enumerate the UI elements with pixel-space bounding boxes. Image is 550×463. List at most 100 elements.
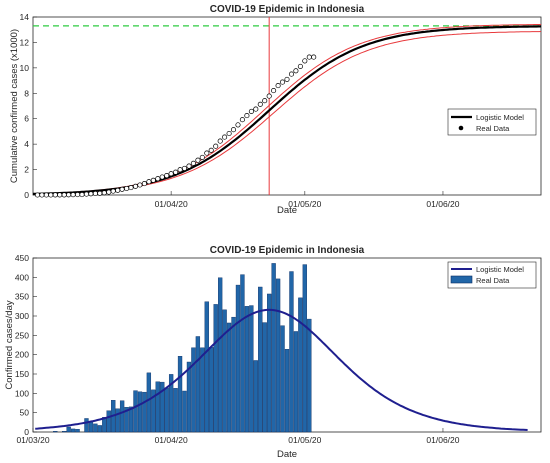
chart1-data-point (137, 182, 143, 188)
chart1-data-point (306, 54, 312, 60)
chart2-ticks: 0 50 100 150 200 250 300 350 400 450 01/03/20 01/04… (15, 253, 460, 445)
chart1-data-point (39, 192, 45, 198)
chart1-ytick-label: 4 (24, 139, 29, 149)
chart2-ytick-label: 300 (15, 311, 29, 321)
chart2-bar (209, 347, 214, 433)
daily-chart: COVID-19 Epidemic in Indonesia Date Conf… (4, 245, 542, 460)
chart1-data-point (248, 108, 254, 114)
chart1-data-point (235, 122, 241, 128)
chart1-legend-data: Real Data (476, 124, 510, 133)
chart1-data-point (168, 171, 174, 177)
chart2-bar (204, 301, 209, 433)
chart1-data-point (208, 147, 214, 153)
chart2-ytick-label: 250 (15, 330, 29, 340)
chart2-bar (231, 316, 236, 433)
chart2-ytick-label: 50 (20, 408, 30, 418)
chart1-marks (32, 17, 542, 198)
chart1-legend-model: Logistic Model (476, 113, 524, 122)
chart1-data-point (141, 181, 147, 187)
chart1-data-point (271, 88, 277, 94)
chart2-bar (124, 407, 129, 433)
chart2-bar (133, 390, 138, 433)
chart2-legend: Logistic Model Real Data (447, 261, 537, 289)
chart2-legend-data: Real Data (476, 276, 510, 285)
chart2-bar (70, 428, 76, 433)
chart2-ytick-label: 400 (15, 272, 29, 282)
chart2-bar (307, 318, 312, 433)
chart2-bar (88, 421, 94, 433)
chart1-data-point (284, 76, 290, 82)
chart1-ytick-label: 8 (24, 88, 29, 98)
chart2-bar (200, 347, 205, 433)
chart2-ytick-label: 350 (15, 292, 29, 302)
chart1-ytick-label: 12 (20, 37, 30, 47)
chart1-data-point (57, 192, 63, 198)
chart1-data-point (181, 165, 188, 171)
chart2-bar (106, 410, 111, 433)
chart1-data-point (275, 83, 281, 89)
chart1-data-point (288, 71, 295, 77)
chart1-data-point (88, 191, 94, 197)
chart1-xtick-label: 01/05/20 (288, 199, 321, 209)
chart2-bar (267, 293, 272, 433)
chart1-data-point (110, 188, 116, 194)
chart1-data-point (155, 176, 161, 182)
chart1-y-label: Cumulative confirmed cases (x1000) (9, 29, 20, 183)
chart1-legend-box (447, 108, 537, 136)
chart2-bar (293, 331, 299, 433)
chart1-data-point (106, 189, 112, 195)
chart2-bar (137, 391, 143, 433)
chart1-data-point (159, 174, 165, 180)
chart2-bar (258, 286, 263, 433)
chart1-ytick-label: 10 (20, 63, 30, 73)
chart2-bar (217, 277, 223, 433)
plot-area-1 (32, 16, 542, 196)
chart1-data-point (101, 190, 107, 196)
chart2-ytick-label: 450 (15, 253, 29, 263)
chart1-data-point (213, 143, 219, 149)
chart2-bar (222, 309, 227, 433)
chart1-xtick-label: 01/06/20 (426, 199, 459, 209)
chart1-data-point (190, 160, 196, 166)
chart1-data-point (204, 150, 210, 156)
chart2-bar (289, 271, 294, 433)
chart2-bar (195, 336, 201, 433)
chart2-bar (97, 425, 102, 433)
chart1-data-point (293, 68, 299, 74)
chart1-xtick-label: 01/04/20 (155, 199, 188, 209)
chart1-data-point (257, 101, 263, 107)
chart1-data-point (70, 192, 76, 198)
chart2-title: COVID-19 Epidemic in Indonesia (210, 245, 365, 256)
chart2-ytick-label: 200 (15, 350, 29, 360)
chart1-ytick-label: 2 (24, 165, 29, 175)
chart2-bar (142, 391, 147, 433)
chart2-bar (249, 305, 254, 433)
chart1-data-point (83, 191, 90, 197)
chart2-x-label: Date (277, 449, 297, 460)
chart1-ytick-label: 14 (20, 12, 30, 22)
chart2-bar (240, 274, 245, 433)
chart2-legend-data-swatch (450, 275, 473, 284)
chart1-data-point (230, 127, 237, 133)
chart1-data-point (124, 185, 130, 192)
chart1-data-point (173, 169, 179, 175)
chart1-data-point (128, 185, 134, 191)
chart1-ytick-label: 0 (24, 190, 29, 200)
chart1-ticks: 0 2 4 6 8 10 12 14 01/04/20 01/05/20 01/06/20 (20, 12, 460, 209)
cumulative-chart: COVID-19 Epidemic in Indonesia Date Cumu… (9, 4, 542, 216)
chart2-bar (226, 322, 232, 433)
chart2-bar (151, 389, 156, 433)
chart2-bar (168, 374, 174, 433)
chart2-bar (235, 284, 241, 433)
chart1-data-point (34, 192, 41, 198)
chart1-data-point (92, 190, 98, 197)
chart1-data-point (43, 192, 49, 198)
chart1-data-point (266, 93, 272, 99)
chart2-bar (262, 322, 267, 433)
chart2-ytick-label: 0 (24, 427, 29, 437)
chart2-bar (298, 297, 303, 433)
chart1-ytick-label: 6 (24, 114, 29, 124)
chart1-data-point (52, 192, 58, 198)
